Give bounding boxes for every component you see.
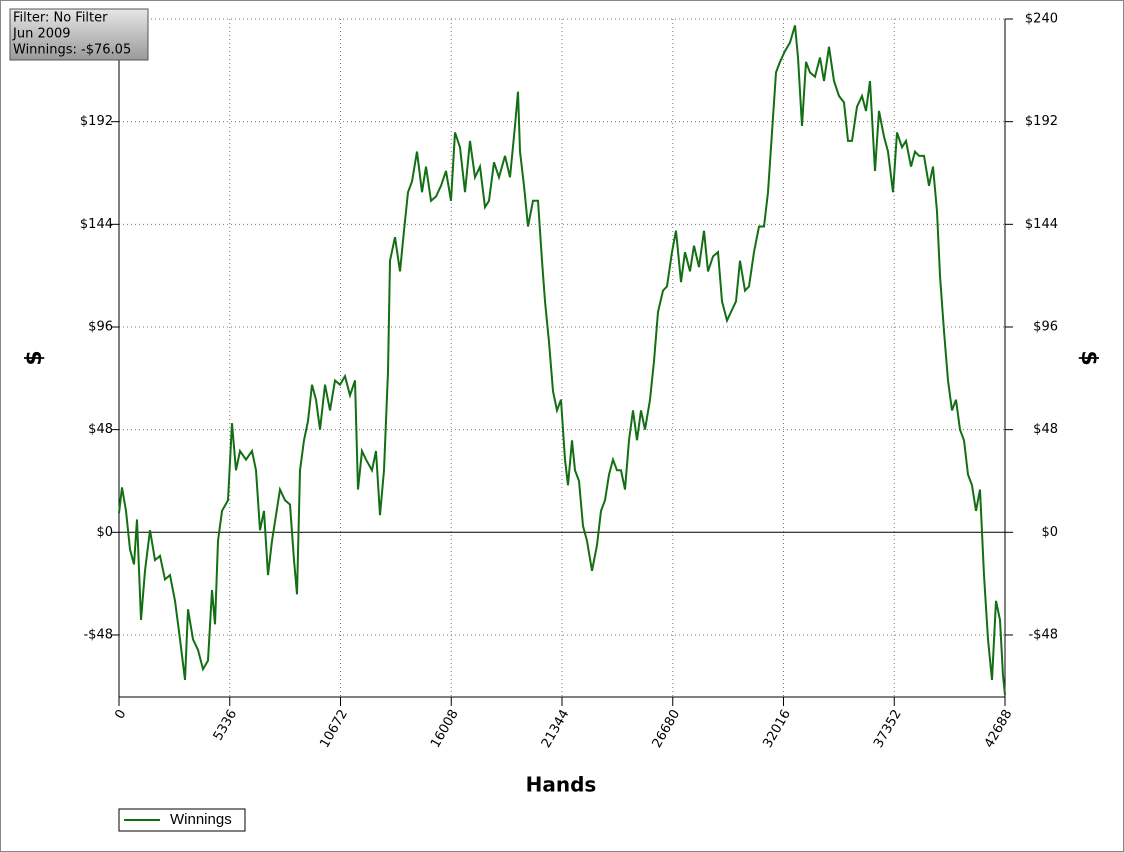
info-box <box>9 8 149 61</box>
y2-axis-title: $ <box>1076 350 1101 365</box>
y-tick-label: $192 <box>80 114 113 129</box>
y2-tick-label: $96 <box>1033 319 1058 334</box>
y-tick-label: -$48 <box>83 627 113 642</box>
y2-tick-label: $0 <box>1041 525 1058 540</box>
y-tick-label: $96 <box>88 319 113 334</box>
legend <box>118 808 246 832</box>
y2-tick-label: $240 <box>1025 12 1058 27</box>
y-tick-label: $48 <box>88 422 113 437</box>
info-line: Filter: No Filter <box>13 11 108 26</box>
info-line: Winnings: -$76.05 <box>13 43 131 58</box>
series-line <box>118 25 1006 696</box>
y2-tick-label: -$48 <box>1028 627 1058 642</box>
y-axis-title: $ <box>22 350 47 365</box>
legend-label: Winnings <box>170 811 232 828</box>
y2-tick-label: $48 <box>1033 422 1058 437</box>
y-tick-label: $0 <box>96 525 113 540</box>
info-line: Jun 2009 <box>12 27 71 42</box>
y-tick-label: $144 <box>80 217 113 232</box>
y2-tick-label: $144 <box>1025 217 1058 232</box>
y2-tick-label: $192 <box>1025 114 1058 129</box>
x-axis-title: Hands <box>526 773 597 797</box>
